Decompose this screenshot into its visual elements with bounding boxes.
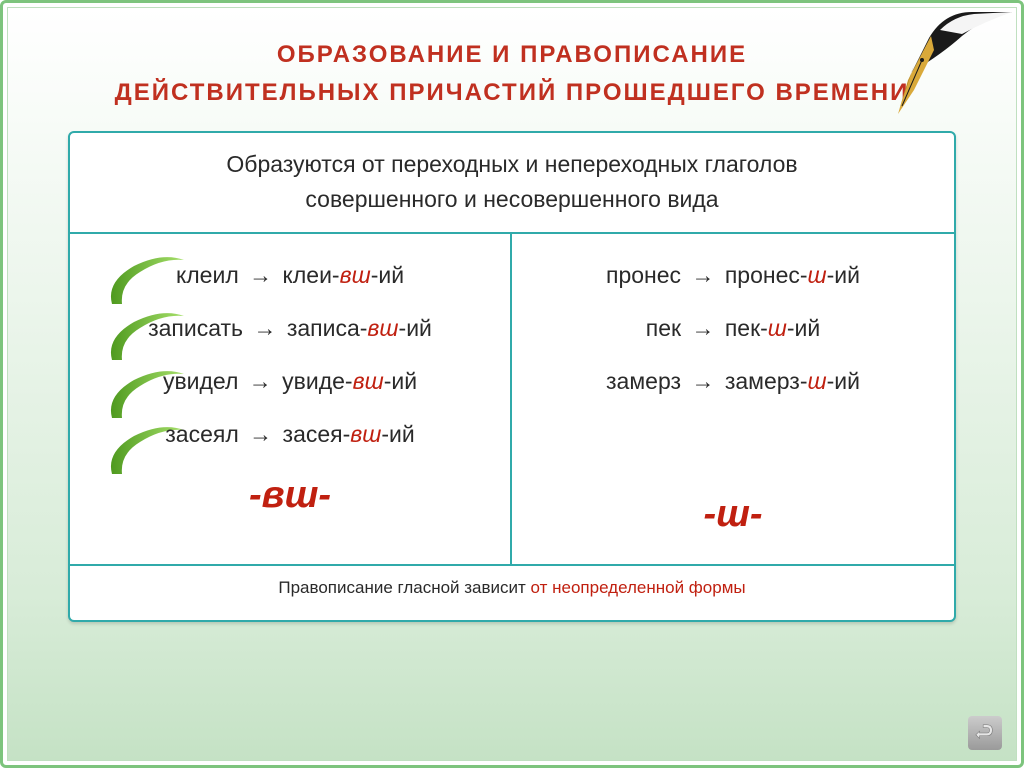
example-row: записать → записа-вш-ий: [90, 315, 490, 342]
suffix: вш: [350, 421, 381, 447]
stem: пек-: [725, 315, 768, 341]
source-word: пек: [646, 315, 681, 341]
slide-frame-outer: ОБРАЗОВАНИЕ И ПРАВОПИСАНИЕ ДЕЙСТВИТЕЛЬНЫ…: [0, 0, 1024, 768]
source-word: засеял: [165, 421, 239, 447]
ending: -ий: [399, 315, 432, 341]
slide-frame-inner: ОБРАЗОВАНИЕ И ПРАВОПИСАНИЕ ДЕЙСТВИТЕЛЬНЫ…: [7, 7, 1017, 761]
stem: увиде-: [282, 368, 352, 394]
stem: пронес-: [725, 262, 808, 288]
fountain-pen-icon: [884, 10, 1014, 130]
suffix: вш: [340, 262, 371, 288]
ending: -ий: [371, 262, 404, 288]
example-row: пронес → пронес-ш-ий: [532, 262, 934, 289]
stem: клеи-: [283, 262, 340, 288]
example-row: засеял → засея-вш-ий: [90, 421, 490, 448]
footer-text: Правописание гласной зависит: [278, 578, 530, 597]
source-word: записать: [148, 315, 243, 341]
suffix: вш: [367, 315, 398, 341]
ending: -ий: [827, 368, 860, 394]
table-body: клеил → клеи-вш-ий записать → записа-вш-…: [70, 234, 954, 566]
arrow-icon: →: [253, 315, 276, 341]
big-suffix-sh: -ш-: [532, 493, 934, 536]
example-row: клеил → клеи-вш-ий: [90, 262, 490, 289]
arrow-icon: →: [249, 421, 272, 447]
suffix: вш: [353, 368, 384, 394]
table-header: Образуются от переходных и непереходных …: [70, 133, 954, 234]
arrow-icon: →: [249, 262, 272, 288]
undo-arrow-icon: [974, 722, 996, 744]
stem: замерз-: [725, 368, 808, 394]
ending: -ий: [381, 421, 414, 447]
example-row: увидел → увиде-вш-ий: [90, 368, 490, 395]
example-row: замерз → замерз-ш-ий: [532, 368, 934, 395]
column-sh: пронес → пронес-ш-ий пек → пек-ш-ий заме…: [512, 234, 954, 564]
spacer: [532, 421, 934, 475]
stem: записа-: [287, 315, 368, 341]
suffix: ш: [808, 368, 827, 394]
ending: -ий: [787, 315, 820, 341]
suffix: ш: [768, 315, 787, 341]
source-word: увидел: [163, 368, 238, 394]
source-word: замерз: [606, 368, 681, 394]
stem: засея-: [283, 421, 351, 447]
header-line-2: совершенного и несовершенного вида: [80, 182, 944, 218]
arrow-icon: →: [691, 368, 714, 394]
source-word: пронес: [606, 262, 681, 288]
column-vsh: клеил → клеи-вш-ий записать → записа-вш-…: [70, 234, 512, 564]
footer-highlight: от неопределенной формы: [531, 578, 746, 597]
source-word: клеил: [176, 262, 239, 288]
back-button[interactable]: [968, 716, 1002, 750]
arrow-icon: →: [691, 262, 714, 288]
ending: -ий: [827, 262, 860, 288]
title-line-1: ОБРАЗОВАНИЕ И ПРАВОПИСАНИЕ: [8, 36, 1016, 74]
ending: -ий: [384, 368, 417, 394]
arrow-icon: →: [691, 315, 714, 341]
suffix: ш: [808, 262, 827, 288]
arrow-icon: →: [249, 368, 272, 394]
title-line-2: ДЕЙСТВИТЕЛЬНЫХ ПРИЧАСТИЙ ПРОШЕДШЕГО ВРЕМ…: [8, 74, 1016, 112]
grammar-table: Образуются от переходных и непереходных …: [68, 131, 956, 622]
table-footer: Правописание гласной зависит от неопреде…: [70, 566, 954, 620]
slide-title: ОБРАЗОВАНИЕ И ПРАВОПИСАНИЕ ДЕЙСТВИТЕЛЬНЫ…: [8, 8, 1016, 131]
header-line-1: Образуются от переходных и непереходных …: [80, 147, 944, 183]
example-row: пек → пек-ш-ий: [532, 315, 934, 342]
